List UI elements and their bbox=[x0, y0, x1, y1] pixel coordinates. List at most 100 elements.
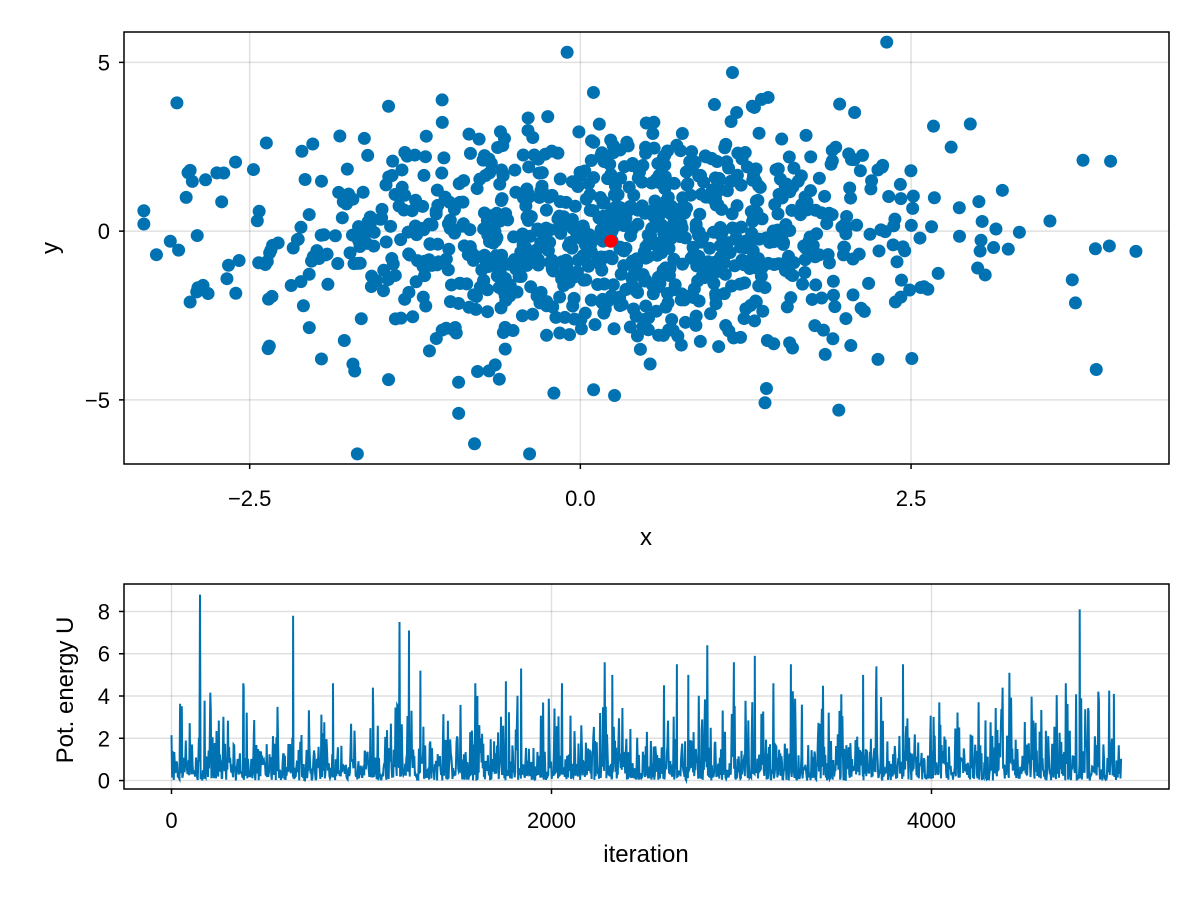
scatter-point bbox=[739, 302, 753, 316]
scatter-point bbox=[523, 447, 537, 461]
scatter-point bbox=[843, 181, 857, 195]
scatter-point bbox=[903, 283, 917, 297]
scatter-point bbox=[553, 172, 567, 186]
energy-trace-line bbox=[170, 594, 1123, 785]
scatter-point bbox=[527, 148, 541, 162]
scatter-point bbox=[882, 189, 896, 203]
scatter-point bbox=[906, 201, 920, 215]
scatter-point bbox=[591, 277, 605, 291]
scatter-point bbox=[457, 174, 471, 188]
scatter-point bbox=[630, 329, 644, 343]
scatter-point bbox=[587, 383, 601, 397]
scatter-point bbox=[1043, 214, 1057, 228]
scatter-point bbox=[772, 187, 786, 201]
scatter-point bbox=[587, 135, 601, 149]
scatter-point bbox=[798, 253, 812, 267]
scatter-point bbox=[262, 292, 276, 306]
scatter-point bbox=[759, 231, 773, 245]
energy-y-tick-label: 0 bbox=[98, 769, 110, 794]
scatter-point bbox=[894, 290, 908, 304]
scatter-point bbox=[526, 307, 540, 321]
scatter-point bbox=[832, 403, 846, 417]
scatter-point bbox=[893, 177, 907, 191]
scatter-point bbox=[605, 252, 619, 266]
scatter-point bbox=[493, 177, 507, 191]
scatter-point bbox=[618, 215, 632, 229]
scatter-point bbox=[771, 162, 785, 176]
scatter-point bbox=[680, 178, 694, 192]
scatter-point bbox=[775, 132, 789, 146]
scatter-point bbox=[252, 256, 266, 270]
scatter-point bbox=[462, 127, 476, 141]
scatter-point bbox=[452, 296, 466, 310]
scatter-point bbox=[425, 218, 439, 232]
scatter-point bbox=[614, 267, 628, 281]
scatter-point bbox=[677, 293, 691, 307]
scatter-point bbox=[619, 283, 633, 297]
scatter-point bbox=[172, 243, 186, 257]
scatter-point bbox=[395, 163, 409, 177]
scatter-point bbox=[904, 164, 918, 178]
scatter-point bbox=[215, 195, 229, 209]
scatter-point bbox=[963, 117, 977, 131]
scatter-point bbox=[760, 334, 774, 348]
scatter-point bbox=[416, 290, 430, 304]
scatter-point bbox=[607, 188, 621, 202]
scatter-point bbox=[418, 269, 432, 283]
scatter-point bbox=[402, 247, 416, 261]
scatter-point bbox=[689, 318, 703, 332]
scatter-point bbox=[468, 437, 482, 451]
scatter-point bbox=[578, 306, 592, 320]
scatter-point bbox=[793, 208, 807, 222]
scatter-point bbox=[429, 207, 443, 221]
scatter-point bbox=[435, 93, 449, 107]
scatter-point bbox=[479, 255, 493, 269]
scatter-point bbox=[605, 224, 619, 238]
scatter-point bbox=[734, 330, 748, 344]
scatter-x-tick-label: 0.0 bbox=[565, 486, 596, 511]
scatter-point bbox=[520, 258, 534, 272]
scatter-point bbox=[710, 155, 724, 169]
scatter-point bbox=[516, 247, 530, 261]
scatter-point bbox=[596, 196, 610, 210]
scatter-point bbox=[839, 219, 853, 233]
scatter-point bbox=[394, 311, 408, 325]
scatter-point bbox=[340, 162, 354, 176]
scatter-point bbox=[659, 230, 673, 244]
scatter-point bbox=[816, 323, 830, 337]
scatter-point bbox=[674, 217, 688, 231]
scatter-point bbox=[709, 297, 723, 311]
scatter-point bbox=[711, 176, 725, 190]
scatter-point bbox=[149, 248, 163, 262]
scatter-point bbox=[357, 131, 371, 145]
scatter-point bbox=[878, 225, 892, 239]
scatter-point bbox=[452, 375, 466, 389]
scatter-point bbox=[676, 200, 690, 214]
scatter-point bbox=[796, 277, 810, 291]
scatter-point bbox=[443, 195, 457, 209]
scatter-point bbox=[422, 344, 436, 358]
scatter-point bbox=[652, 328, 666, 342]
scatter-point bbox=[850, 218, 864, 232]
energy-x-tick-label: 2000 bbox=[527, 808, 576, 833]
scatter-point bbox=[625, 254, 639, 268]
scatter-point bbox=[382, 99, 396, 113]
scatter-point bbox=[584, 293, 598, 307]
scatter-point bbox=[723, 245, 737, 259]
scatter-point bbox=[578, 237, 592, 251]
scatter-point bbox=[190, 285, 204, 299]
scatter-point bbox=[734, 220, 748, 234]
scatter-point bbox=[746, 209, 760, 223]
scatter-point bbox=[748, 174, 762, 188]
scatter-point bbox=[826, 274, 840, 288]
scatter-point bbox=[654, 218, 668, 232]
scatter-point bbox=[418, 150, 432, 164]
scatter-point bbox=[825, 154, 839, 168]
scatter-point bbox=[812, 171, 826, 185]
scatter-point bbox=[703, 241, 717, 255]
scatter-point bbox=[452, 406, 466, 420]
scatter-point bbox=[987, 241, 1001, 255]
scatter-point bbox=[822, 206, 836, 220]
scatter-point bbox=[419, 129, 433, 143]
scatter-point bbox=[613, 240, 627, 254]
